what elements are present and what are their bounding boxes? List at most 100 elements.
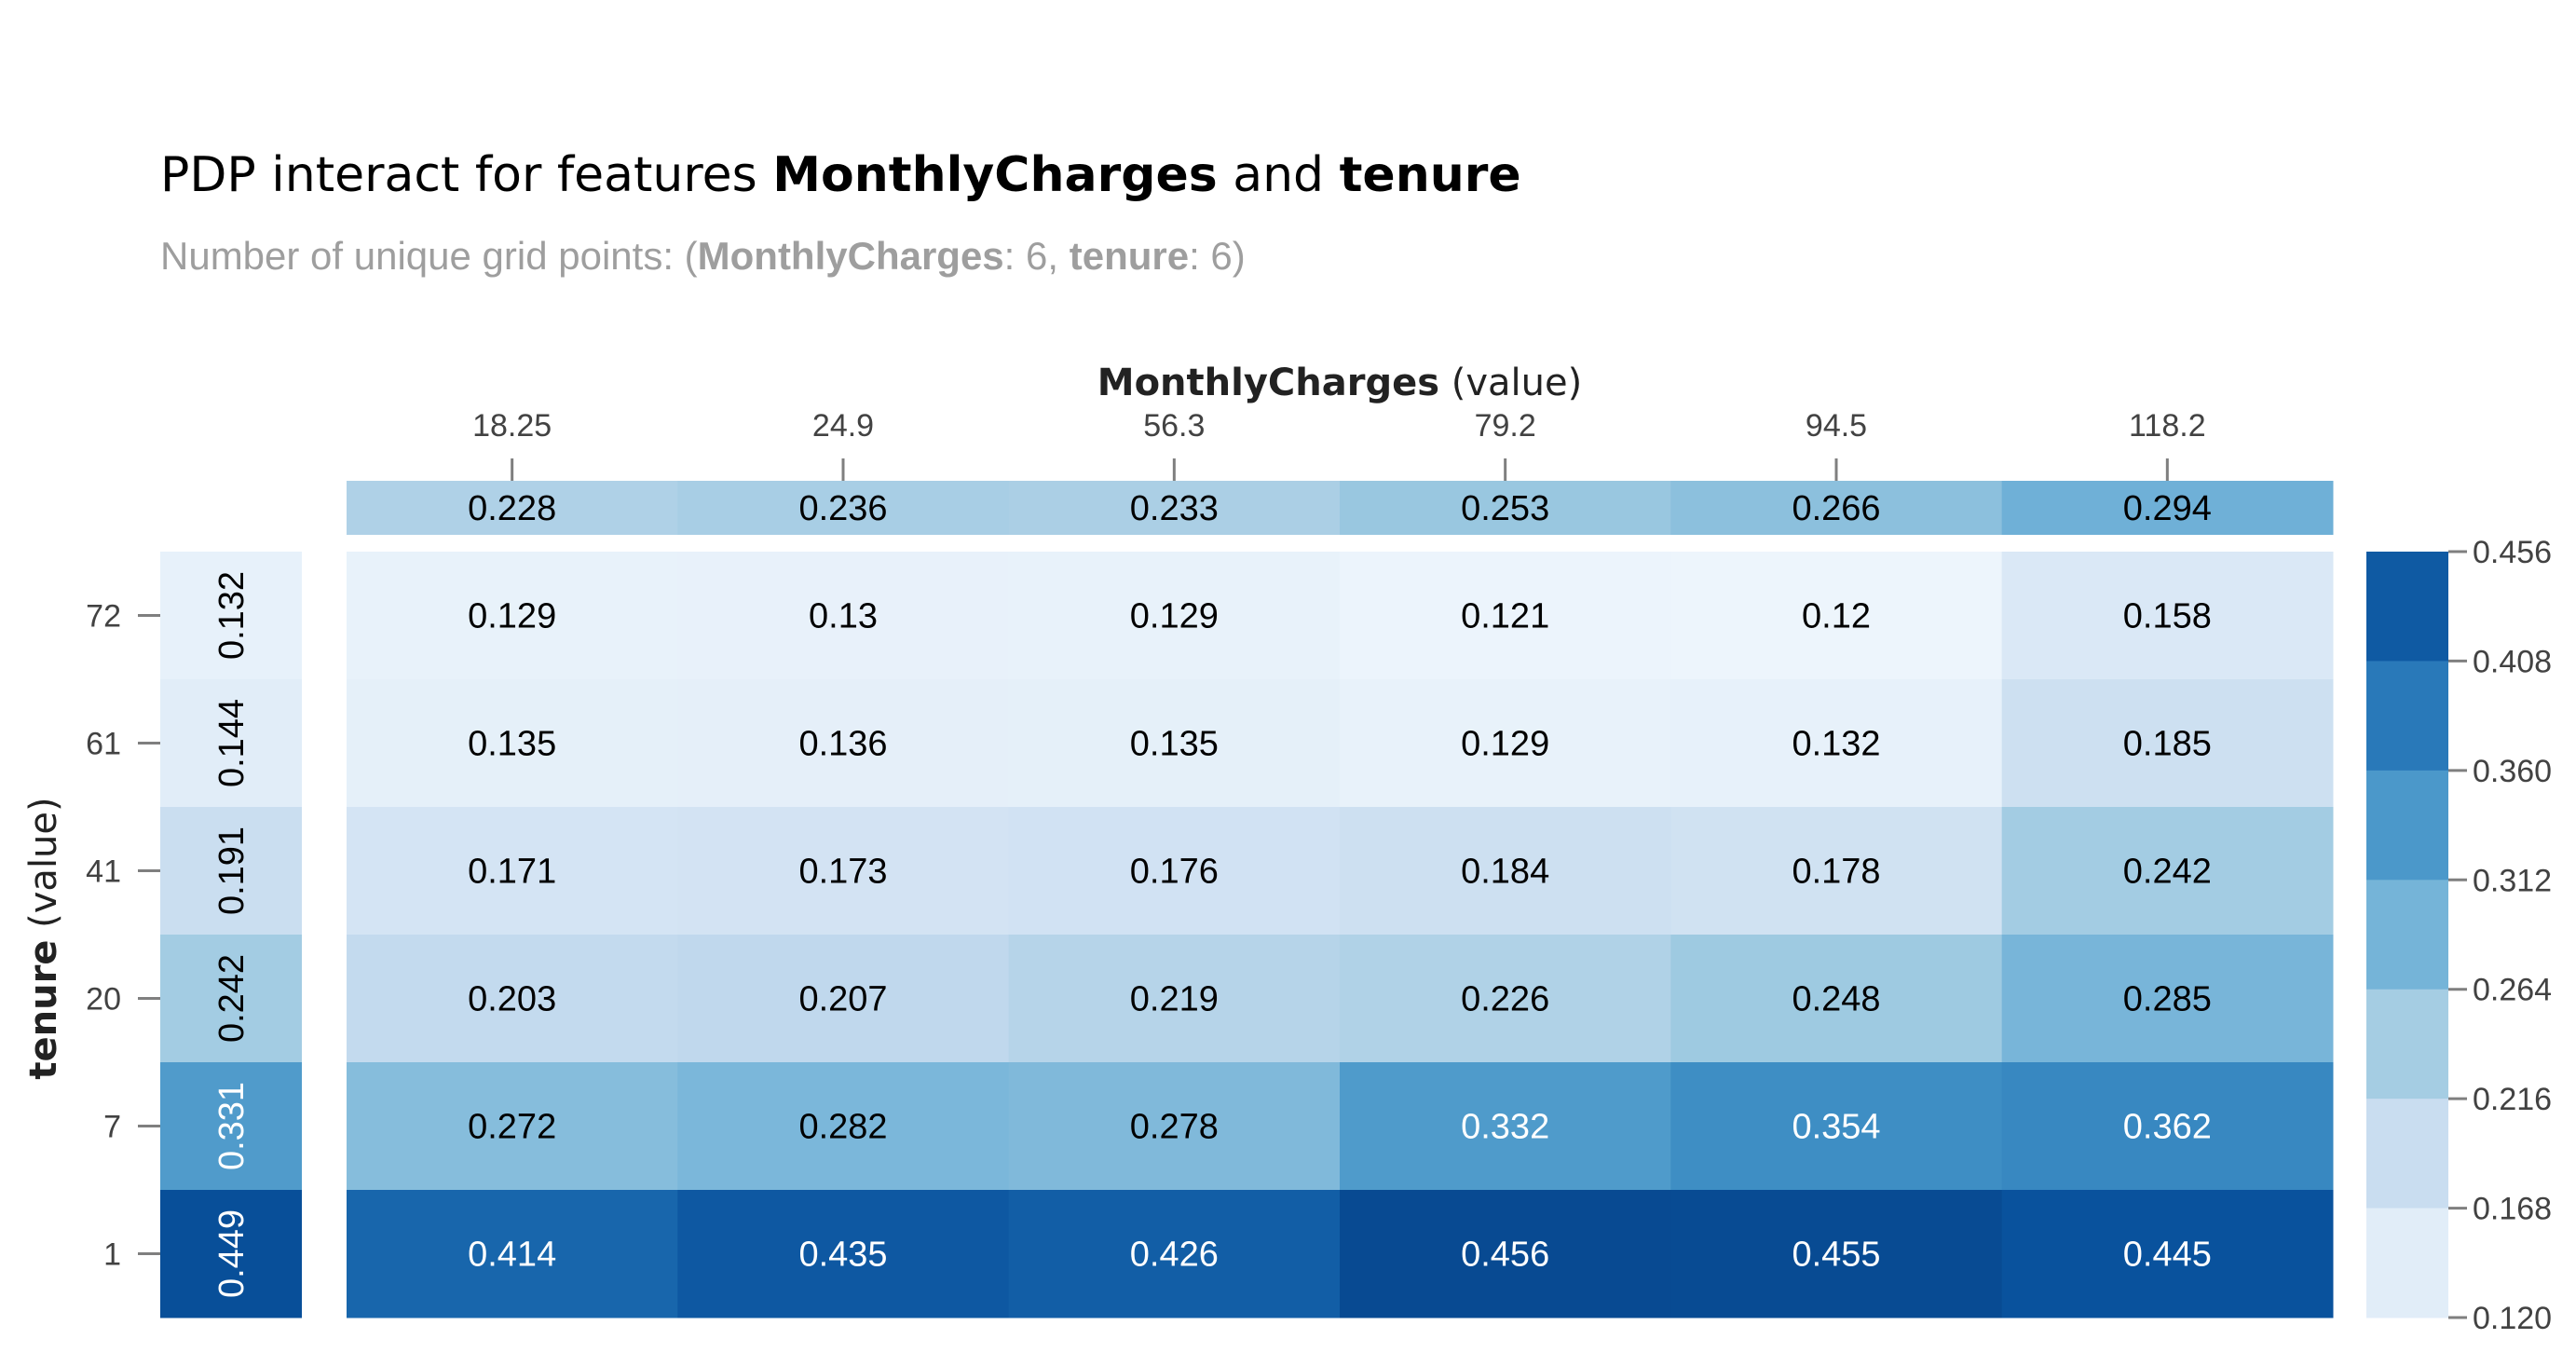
y-tick-label: 7 [103, 1110, 121, 1145]
x-tick-label: 56.3 [1143, 408, 1205, 444]
x-marginal-value: 0.233 [1130, 489, 1219, 528]
heatmap-value: 0.248 [1792, 980, 1880, 1019]
heatmap-cell [1008, 807, 1341, 936]
chart-title: PDP interact for features MonthlyCharges… [160, 147, 1521, 203]
heatmap-value: 0.445 [2123, 1236, 2212, 1275]
heatmap-cell [1670, 807, 2003, 936]
colorbar-band [2366, 1208, 2448, 1318]
heatmap-cell [1670, 1190, 2003, 1318]
heatmap-value: 0.272 [468, 1108, 556, 1147]
colorbar-tick-label: 0.360 [2473, 754, 2552, 789]
heatmap-value: 0.207 [798, 980, 887, 1019]
heatmap-cell [2001, 935, 2334, 1063]
heatmap-value: 0.178 [1792, 853, 1880, 892]
colorbar-tick-label: 0.120 [2473, 1301, 2552, 1336]
heatmap-value: 0.226 [1461, 980, 1549, 1019]
heatmap-cell [677, 807, 1010, 936]
y-marginal-value: 0.144 [212, 699, 252, 787]
heatmap-cell [677, 935, 1010, 1063]
heatmap-value: 0.414 [468, 1236, 556, 1275]
y-axis-ticks: 72 61 41 20 7 1 [86, 599, 160, 1273]
x-tick-label: 118.2 [2129, 408, 2206, 444]
heatmap-value: 0.242 [2123, 853, 2212, 892]
heatmap-value: 0.278 [1130, 1108, 1219, 1147]
heatmap-value: 0.132 [1792, 725, 1880, 764]
colorbar-band [2366, 661, 2448, 772]
x-tick-label: 94.5 [1806, 408, 1867, 444]
x-marginal-cell [347, 481, 678, 535]
heatmap-cell [2001, 1062, 2334, 1191]
heatmap-value: 0.332 [1461, 1108, 1549, 1147]
heatmap-cell [1008, 552, 1341, 680]
x-marginal-value: 0.294 [2123, 489, 2212, 528]
y-marginal-value: 0.132 [212, 571, 252, 660]
heatmap-value: 0.129 [1461, 725, 1549, 764]
heatmap-value: 0.285 [2123, 980, 2212, 1019]
heatmap-value: 0.456 [1461, 1236, 1549, 1275]
chart-title-feature-2: tenure [1340, 147, 1521, 203]
chart-subtitle-feature-2: tenure [1070, 234, 1189, 278]
heatmap-value: 0.129 [1130, 597, 1219, 636]
heatmap-value: 0.176 [1130, 853, 1219, 892]
y-axis-title-name: tenure [22, 940, 65, 1080]
x-marginal-cell [1670, 481, 2003, 535]
heatmap-cell [1340, 552, 1671, 680]
heatmap-value: 0.426 [1130, 1236, 1219, 1275]
y-marginal-cell [160, 1062, 302, 1191]
chart-subtitle-value-2: : 6) [1189, 234, 1246, 278]
heatmap-value: 0.354 [1792, 1108, 1880, 1147]
y-tick-label: 41 [86, 854, 121, 890]
heatmap-value: 0.135 [468, 725, 556, 764]
x-axis-title: MonthlyCharges (value) [1097, 362, 1582, 404]
heatmap-cell [1340, 935, 1671, 1063]
heatmap-cell [347, 552, 678, 680]
chart-title-prefix: PDP interact for features [160, 147, 772, 203]
colorbar-band [2366, 880, 2448, 990]
heatmap-cell [1670, 935, 2003, 1063]
heatmap-value: 0.435 [798, 1236, 887, 1275]
chart-subtitle-prefix: Number of unique grid points: ( [160, 234, 698, 278]
heatmap-cell [347, 935, 678, 1063]
x-marginal-cell [677, 481, 1010, 535]
x-axis-title-suffix: (value) [1439, 362, 1582, 404]
chart-subtitle-feature-1: MonthlyCharges [698, 234, 1004, 278]
colorbar-band [2366, 552, 2448, 662]
y-marginal-cell [160, 935, 302, 1063]
heatmap-cell [2001, 679, 2334, 808]
heatmap-cell [1008, 935, 1341, 1063]
heatmap-value: 0.171 [468, 853, 556, 892]
chart-subtitle-value-1: : 6, [1004, 234, 1070, 278]
heatmap-cell [1008, 1190, 1341, 1318]
heatmap-cell [677, 1190, 1010, 1318]
colorbar: 0.456 0.408 0.360 0.312 0.264 0.216 0.168 0.120 [2366, 535, 2552, 1336]
x-tick-label: 18.25 [472, 408, 552, 444]
heatmap-cell [2001, 1190, 2334, 1318]
y-marginal-value: 0.449 [212, 1209, 252, 1298]
colorbar-tick-label: 0.312 [2473, 863, 2552, 898]
heatmap-cell [1340, 679, 1671, 808]
heatmap-cell [347, 679, 678, 808]
colorbar-band [2366, 989, 2448, 1100]
heatmap-value: 0.136 [798, 725, 887, 764]
heatmap-value: 0.362 [2123, 1108, 2212, 1147]
heatmap-value: 0.173 [798, 853, 887, 892]
y-marginal-cell [160, 552, 302, 680]
heatmap-value: 0.219 [1130, 980, 1219, 1019]
heatmap-cell [677, 679, 1010, 808]
heatmap-value: 0.121 [1461, 597, 1549, 636]
colorbar-band [2366, 770, 2448, 881]
colorbar-tick-label: 0.456 [2473, 535, 2552, 570]
colorbar-tick-label: 0.408 [2473, 644, 2552, 679]
y-marginal-cell [160, 807, 302, 936]
chart-title-feature-1: MonthlyCharges [772, 147, 1217, 203]
heatmap-cell [347, 807, 678, 936]
x-tick-label: 24.9 [812, 408, 874, 444]
y-tick-label: 72 [86, 599, 121, 635]
heatmap-value: 0.184 [1461, 853, 1549, 892]
heatmap-cell [347, 1190, 678, 1318]
heatmap-value: 0.455 [1792, 1236, 1880, 1275]
x-marginal-value: 0.228 [468, 489, 556, 528]
y-marginal-strip: 0.132 0.144 0.191 0.242 0.331 0.449 [160, 552, 302, 1318]
x-marginal-cell [1340, 481, 1671, 535]
x-marginal-cell [1008, 481, 1341, 535]
